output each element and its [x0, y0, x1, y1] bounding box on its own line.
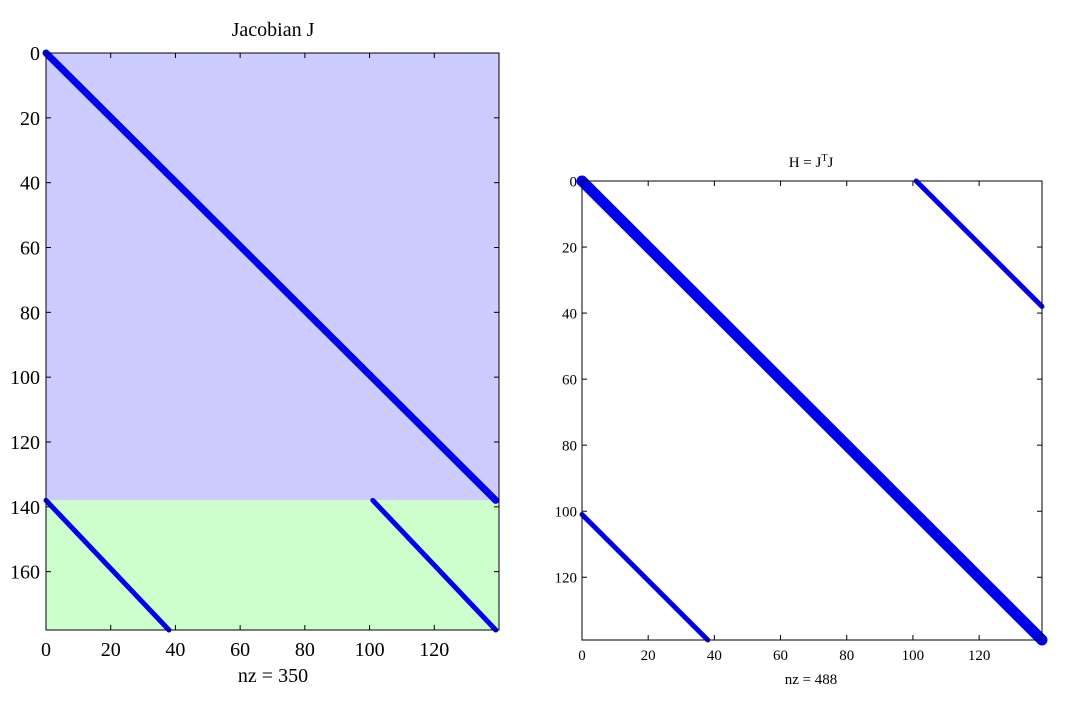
right-xtick-label: 100	[902, 648, 925, 664]
left-ytick-label: 120	[10, 432, 40, 454]
jacobian-xlabel: nz = 350	[238, 665, 308, 687]
left-band-0	[42, 49, 500, 504]
left-xtick-label: 80	[295, 639, 315, 661]
left-ytick-label: 160	[10, 562, 40, 584]
right-xtick-label: 0	[578, 648, 586, 664]
left-xtick-label: 60	[230, 639, 250, 661]
jacobian-title: Jacobian J	[232, 19, 315, 41]
right-ytick-label: 0	[570, 174, 578, 190]
left-xtick-label: 20	[101, 639, 121, 661]
left-band-1	[43, 497, 172, 633]
right-xtick-label: 120	[968, 648, 991, 664]
left-ytick-label: 20	[20, 108, 40, 130]
left-xtick-label: 120	[419, 639, 449, 661]
left-ytick-label: 40	[20, 173, 40, 195]
hessian-series	[576, 175, 1048, 646]
left-band-2	[370, 497, 499, 633]
jacobian-ticks: 0 20 40 60 80 100 120 0 20 40 60 80 100 120 140 160	[10, 43, 499, 661]
right-ytick-label: 20	[562, 240, 577, 256]
left-xtick-label: 40	[165, 639, 185, 661]
left-xtick-label: 100	[355, 639, 385, 661]
right-ytick-label: 80	[562, 438, 577, 454]
left-ytick-label: 80	[20, 302, 40, 324]
right-ytick-label: 100	[555, 504, 578, 520]
left-ytick-label: 140	[10, 497, 40, 519]
jacobian-plot: Jacobian J 0 20 40 60 80 100 120 0 20 40 60 80 100 12…	[10, 19, 500, 687]
right-band-2	[579, 512, 711, 643]
hessian-plot: H = JTJ 0 20 40 60 80 100 120 0 20 40 60 80 100 120 n…	[555, 153, 1048, 688]
right-band-1	[913, 178, 1045, 309]
hessian-axes-frame	[581, 180, 1043, 641]
hessian-title-suffix: J	[827, 155, 833, 171]
right-xtick-label: 60	[773, 648, 788, 664]
hessian-title-superscript: T	[821, 153, 827, 164]
left-ytick-label: 100	[10, 367, 40, 389]
hessian-xlabel: nz = 488	[785, 672, 838, 688]
hessian-title: H = JTJ	[789, 153, 834, 171]
right-ytick-label: 60	[562, 372, 577, 388]
hessian-title-main: H = J	[789, 155, 822, 171]
jacobian-series	[42, 49, 500, 633]
jacobian-regions	[46, 53, 499, 630]
right-ytick-label: 40	[562, 306, 577, 322]
right-xtick-label: 20	[641, 648, 656, 664]
right-xtick-label: 40	[707, 648, 722, 664]
left-xtick-label: 0	[41, 639, 51, 661]
hessian-ticks: 0 20 40 60 80 100 120 0 20 40 60 80 100 120	[555, 174, 1042, 664]
left-region-1	[46, 500, 499, 630]
right-xtick-label: 80	[839, 648, 854, 664]
jacobian-axes-frame	[45, 52, 500, 631]
right-band-0	[576, 175, 1048, 646]
right-ytick-label: 120	[555, 571, 578, 587]
left-ytick-label: 0	[30, 43, 40, 65]
left-ytick-label: 60	[20, 237, 40, 259]
